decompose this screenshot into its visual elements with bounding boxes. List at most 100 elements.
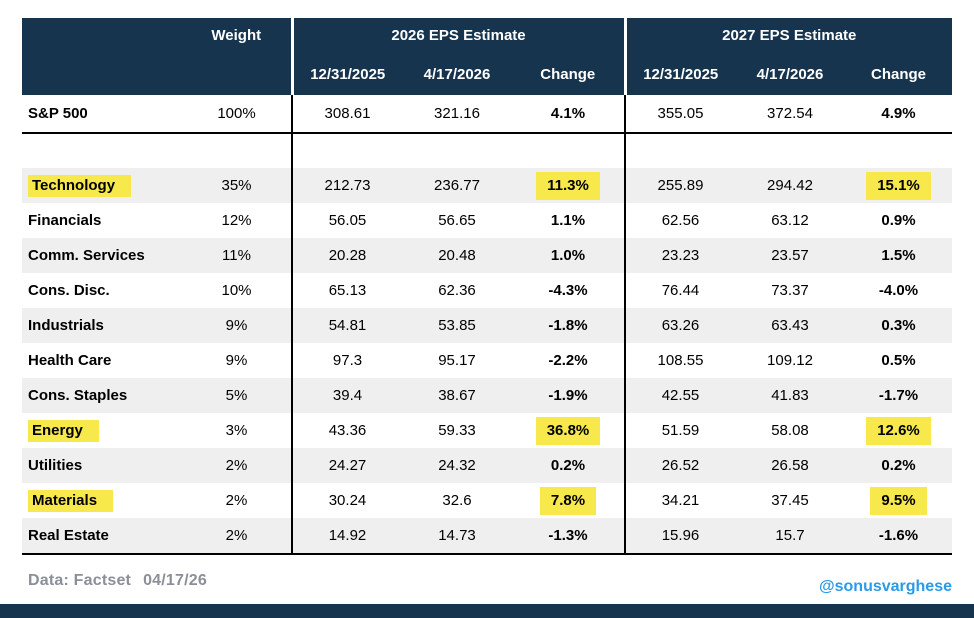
estimate-cell: 14.92: [291, 518, 402, 555]
estimate-cell: 62.36: [438, 282, 476, 299]
estimate-cell: 294.42: [735, 168, 845, 203]
estimate-cell: 39.4: [291, 378, 402, 413]
sector-row: Comm. Services 11% 20.28 20.48 1.0% 23.23 23.5…: [22, 238, 952, 273]
spacer-cell: [512, 133, 625, 168]
change-highlight: 36.8%: [535, 416, 601, 445]
sub-header-row: 12/31/2025 4/17/2026 Change 12/31/2025 4…: [22, 53, 952, 95]
estimate-cell: 109.12: [767, 352, 813, 369]
sector-name-cell: Technology: [22, 168, 182, 203]
estimate-cell: 42.55: [624, 378, 735, 413]
sub-header-2027-current: 4/17/2026: [735, 53, 845, 95]
change-cell: 11.3%: [512, 168, 625, 203]
sub-header-2026-change: Change: [512, 53, 625, 95]
sector-name-highlight: Energy: [28, 420, 99, 442]
estimate-cell: 43.36: [291, 413, 402, 448]
spacer-cell: [735, 133, 845, 168]
sub-header-blank: [22, 53, 182, 95]
weight-cell: 3%: [225, 422, 248, 439]
change-cell: 0.9%: [881, 212, 916, 229]
estimate-cell: 355.05: [624, 95, 735, 134]
group-header-2026: 2026 EPS Estimate: [290, 18, 625, 53]
estimate-cell: 58.08: [771, 422, 809, 439]
sector-header-blank: [22, 18, 182, 53]
estimate-cell: 63.43: [735, 308, 845, 343]
change-cell: -1.7%: [845, 378, 952, 413]
sector-name-cell: Utilities: [22, 448, 182, 483]
change-cell: 1.5%: [845, 238, 952, 273]
estimate-cell: 212.73: [291, 168, 402, 203]
estimate-cell: 65.13: [291, 273, 402, 308]
change-cell: 12.6%: [845, 413, 952, 448]
index-row: S&P 500 100% 308.61 321.16 4.1% 355.05 372.54 4…: [22, 95, 952, 134]
spacer-cell: [22, 133, 182, 168]
estimate-cell: 20.48: [402, 238, 512, 273]
sector-row: Industrials 9% 54.81 53.85 -1.8% 63.26 63.43 0.…: [22, 308, 952, 343]
sub-header-2027-start: 12/31/2025: [623, 53, 735, 95]
weight-cell: 11%: [182, 238, 292, 273]
eps-estimates-table: Weight 2026 EPS Estimate 2027 EPS Estima…: [22, 18, 952, 555]
estimate-cell: 14.73: [402, 518, 512, 555]
change-highlight: 12.6%: [866, 416, 931, 445]
change-highlight: 9.5%: [870, 486, 927, 515]
sector-name-cell: Energy: [22, 413, 182, 448]
estimate-cell: 26.58: [735, 448, 845, 483]
estimate-cell: 73.37: [771, 282, 809, 299]
change-cell: 0.5%: [881, 352, 916, 369]
sector-row: Cons. Disc. 10% 65.13 62.36 -4.3% 76.44 73.37 -…: [22, 273, 952, 308]
bottom-brand-bar: [0, 604, 974, 618]
estimate-cell: 308.61: [291, 95, 402, 134]
estimate-cell: 76.44: [624, 273, 735, 308]
estimate-cell: 321.16: [402, 95, 512, 134]
change-cell: -1.6%: [845, 518, 952, 555]
spacer-cell: [182, 133, 292, 168]
weight-cell: 5%: [182, 378, 292, 413]
estimate-cell: 23.57: [735, 238, 845, 273]
estimate-cell: 62.56: [624, 203, 735, 238]
estimate-cell: 56.05: [291, 203, 402, 238]
estimate-cell: 63.26: [624, 308, 735, 343]
sector-name-cell: Financials: [28, 212, 102, 229]
spacer-cell: [291, 133, 402, 168]
sector-row: Utilities 2% 24.27 24.32 0.2% 26.52 26.58 0.2%: [22, 448, 952, 483]
estimate-cell: 37.45: [771, 492, 809, 509]
sub-header-2026-start: 12/31/2025: [290, 53, 402, 95]
source-date: 04/17/26: [143, 572, 207, 589]
change-cell: 36.8%: [512, 413, 625, 448]
estimate-cell: 30.24: [291, 483, 402, 518]
estimate-cell: 34.21: [624, 483, 735, 518]
sector-row: Technology 35% 212.73 236.77 11.3% 255.89 294.…: [22, 168, 952, 203]
weight-cell: 9%: [182, 308, 292, 343]
sector-name-cell: Industrials: [22, 308, 182, 343]
sector-name-cell: Cons. Disc.: [28, 282, 110, 299]
sector-name-cell: Materials: [22, 483, 182, 518]
estimate-cell: 15.7: [735, 518, 845, 555]
change-highlight: 7.8%: [539, 486, 597, 515]
weight-cell: 10%: [221, 282, 252, 299]
sub-header-2027-change: Change: [845, 53, 952, 95]
change-cell: 7.8%: [512, 483, 625, 518]
weight-cell: 2%: [182, 518, 292, 555]
weight-cell: 2%: [225, 492, 248, 509]
change-cell: -4.3%: [548, 282, 588, 299]
sector-row: Health Care 9% 97.3 95.17 -2.2% 108.55 109.12 0…: [22, 343, 952, 378]
estimate-cell: 20.28: [291, 238, 402, 273]
weight-cell: 100%: [182, 95, 292, 134]
sector-name-cell: Real Estate: [22, 518, 182, 555]
sector-name-cell: Cons. Staples: [22, 378, 182, 413]
change-cell: -1.8%: [512, 308, 625, 343]
estimate-cell: 97.3: [291, 343, 402, 378]
change-cell: 0.2%: [845, 448, 952, 483]
estimate-cell: 255.89: [624, 168, 735, 203]
estimate-cell: 41.83: [735, 378, 845, 413]
source-label: Data: Factset: [28, 572, 132, 589]
estimate-cell: 32.6: [442, 492, 472, 509]
change-cell: 4.9%: [845, 95, 952, 134]
estimate-cell: 372.54: [735, 95, 845, 134]
change-cell: 0.3%: [845, 308, 952, 343]
change-cell: -2.2%: [548, 352, 588, 369]
change-cell: -1.3%: [512, 518, 625, 555]
estimate-cell: 54.81: [291, 308, 402, 343]
sector-row: Energy 3% 43.36 59.33 36.8% 51.59 58.08 12.6%: [22, 413, 952, 448]
estimate-cell: 63.12: [771, 212, 809, 229]
table-header: Weight 2026 EPS Estimate 2027 EPS Estima…: [22, 18, 952, 95]
